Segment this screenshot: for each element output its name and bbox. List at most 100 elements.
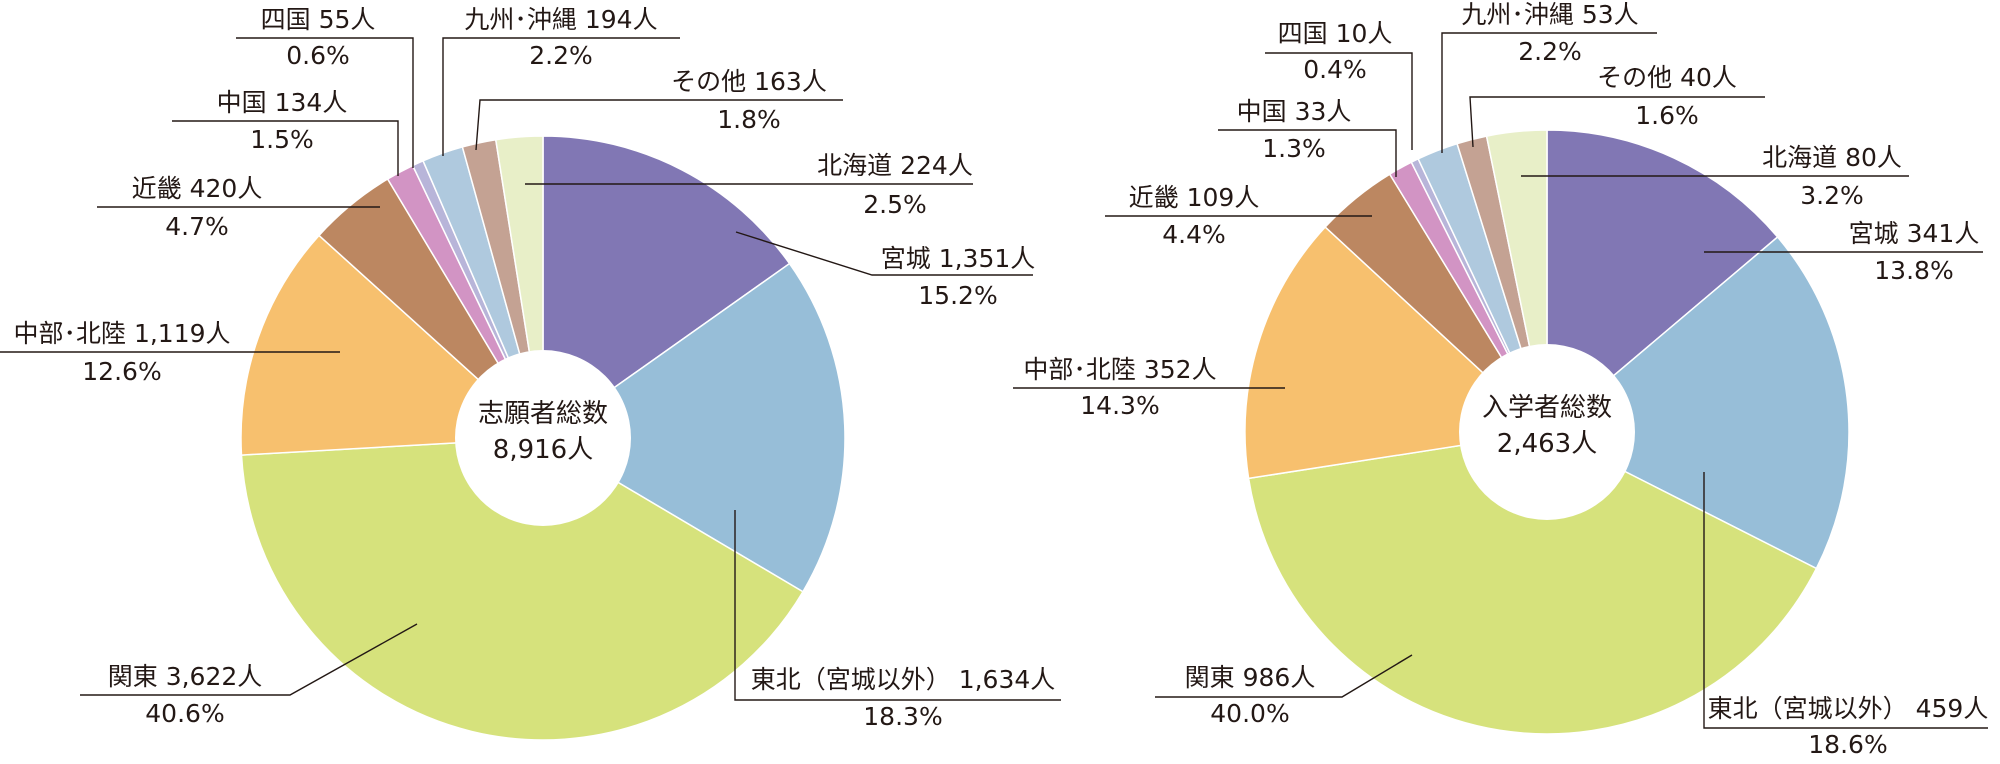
leader-line-kyushu-okinawa (1441, 32, 1657, 153)
slice-name: 関東 (1185, 663, 1235, 692)
leader-line-other (1469, 96, 1765, 148)
slice-count: 341人 (1907, 219, 1980, 248)
leader-line-kanto (1155, 654, 1413, 698)
slice-name: 中部･北陸 (1023, 355, 1136, 384)
slice-percent-other: 1.8% (717, 105, 781, 134)
slice-label-tohoku-excl-miyagi: 東北（宮城以外） 1,634人 (751, 665, 1056, 694)
slice-label-kyushu-okinawa: 九州･沖縄 53人 (1461, 0, 1638, 29)
pie-slice-kanto (1247, 431, 1818, 735)
slice-label-tohoku-excl-miyagi: 東北（宮城以外） 459人 (1708, 694, 1989, 723)
slice-name: 中国 (217, 88, 267, 117)
slice-label-chugoku: 中国 134人 (217, 88, 348, 117)
slice-percent-kyushu-okinawa: 2.2% (529, 41, 593, 70)
donut-hole (455, 350, 631, 526)
slice-percent-other: 1.6% (1635, 101, 1699, 130)
slice-count: 10人 (1336, 19, 1393, 48)
slice-name: 近畿 (132, 174, 182, 203)
leader-line-tohoku-excl-miyagi (734, 510, 1061, 701)
slice-label-shikoku: 四国 55人 (261, 5, 376, 34)
slice-name: その他 (1597, 63, 1672, 92)
leader-line-other (475, 99, 843, 151)
leader-line-chugoku (1218, 129, 1397, 177)
leader-line-chugoku (172, 120, 399, 176)
slice-name: 中部･北陸 (13, 319, 126, 348)
leader-line-kyushu-okinawa (442, 37, 680, 156)
slice-label-kinki: 近畿 109人 (1129, 183, 1260, 212)
pie-slice-tohoku-excl-miyagi (541, 262, 846, 593)
slice-count: 459人 (1916, 694, 1989, 723)
slice-name: 四国 (1278, 19, 1328, 48)
slice-percent-hokkaido: 3.2% (1800, 181, 1864, 210)
leader-line-kanto (80, 623, 418, 696)
slice-percent-chubu-hokuriku: 14.3% (1080, 391, 1159, 420)
slice-label-miyagi: 宮城 1,351人 (881, 244, 1036, 273)
leader-line-shikoku (1265, 52, 1413, 150)
slice-name: 九州･沖縄 (464, 5, 577, 34)
slice-label-other: その他 40人 (1597, 63, 1737, 92)
slice-percent-chubu-hokuriku: 12.6% (82, 357, 161, 386)
slice-count: 109人 (1187, 183, 1260, 212)
slice-name: 四国 (261, 5, 311, 34)
slice-percent-miyagi: 13.8% (1874, 256, 1953, 285)
slice-name: 宮城 (1849, 219, 1899, 248)
slice-count: 80人 (1845, 143, 1902, 172)
slice-count: 3,622人 (166, 662, 263, 691)
leader-line-shikoku (236, 37, 414, 168)
applicants-pie-chart: 志願者総数 8,916人 北海道 224人 2.5% 宮城 1,351人 15.2% 東北（… (0, 5, 1061, 741)
slice-label-kanto: 関東 986人 (1185, 663, 1316, 692)
slice-name: 中国 (1237, 97, 1287, 126)
center-label-total: 2,463人 (1497, 429, 1597, 459)
slice-percent-miyagi: 15.2% (918, 281, 997, 310)
center-label-total: 8,916人 (493, 435, 593, 465)
slice-label-shikoku: 四国 10人 (1278, 19, 1393, 48)
slice-count: 352人 (1144, 355, 1217, 384)
slice-label-kanto: 関東 3,622人 (108, 662, 263, 691)
slice-name: 関東 (108, 662, 158, 691)
slice-name: その他 (671, 67, 746, 96)
slice-count: 224人 (900, 151, 973, 180)
slice-percent-shikoku: 0.6% (286, 41, 350, 70)
slice-count: 194人 (585, 5, 658, 34)
slice-label-hokkaido: 北海道 224人 (817, 151, 973, 180)
slice-name: 東北（宮城以外） (751, 665, 951, 694)
slice-percent-shikoku: 0.4% (1303, 55, 1367, 84)
slice-count: 420人 (190, 174, 263, 203)
slice-count: 134人 (275, 88, 348, 117)
slice-label-chubu-hokuriku: 中部･北陸 352人 (1023, 355, 1216, 384)
slice-name: 宮城 (881, 244, 931, 273)
slice-label-other: その他 163人 (671, 67, 827, 96)
donut-hole (1459, 344, 1635, 520)
slice-percent-kanto: 40.6% (145, 699, 224, 728)
center-label-title: 入学者総数 (1482, 393, 1612, 423)
leader-line-miyagi (735, 231, 1033, 276)
pie-slice-kanto (240, 437, 804, 741)
pie-slice-miyagi (542, 135, 791, 440)
slice-percent-tohoku-excl-miyagi: 18.6% (1808, 730, 1887, 759)
leader-line-tohoku-excl-miyagi (1703, 472, 1988, 729)
slice-percent-kanto: 40.0% (1210, 699, 1289, 728)
slice-percent-kinki: 4.7% (165, 212, 229, 241)
slice-count: 40人 (1680, 63, 1737, 92)
slice-count: 1,634人 (959, 665, 1056, 694)
slice-name: 北海道 (817, 151, 892, 180)
slice-label-kyushu-okinawa: 九州･沖縄 194人 (464, 5, 657, 34)
center-label-title: 志願者総数 (478, 399, 608, 429)
pie-slice-tohoku-excl-miyagi (1545, 235, 1850, 570)
slice-count: 1,351人 (939, 244, 1036, 273)
slice-label-chubu-hokuriku: 中部･北陸 1,119人 (13, 319, 230, 348)
slice-label-kinki: 近畿 420人 (132, 174, 263, 203)
slice-count: 55人 (319, 5, 376, 34)
slice-name: 九州･沖縄 (1461, 0, 1574, 29)
slice-label-miyagi: 宮城 341人 (1849, 219, 1980, 248)
slice-percent-kyushu-okinawa: 2.2% (1518, 37, 1582, 66)
slice-percent-chugoku: 1.5% (250, 125, 314, 154)
slice-name: 近畿 (1129, 183, 1179, 212)
slice-percent-kinki: 4.4% (1162, 220, 1226, 249)
pie-slice-miyagi (1546, 129, 1779, 434)
slice-count: 53人 (1582, 0, 1639, 29)
slice-percent-chugoku: 1.3% (1262, 134, 1326, 163)
slice-label-chugoku: 中国 33人 (1237, 97, 1352, 126)
slice-name: 北海道 (1762, 143, 1837, 172)
slice-count: 1,119人 (134, 319, 231, 348)
